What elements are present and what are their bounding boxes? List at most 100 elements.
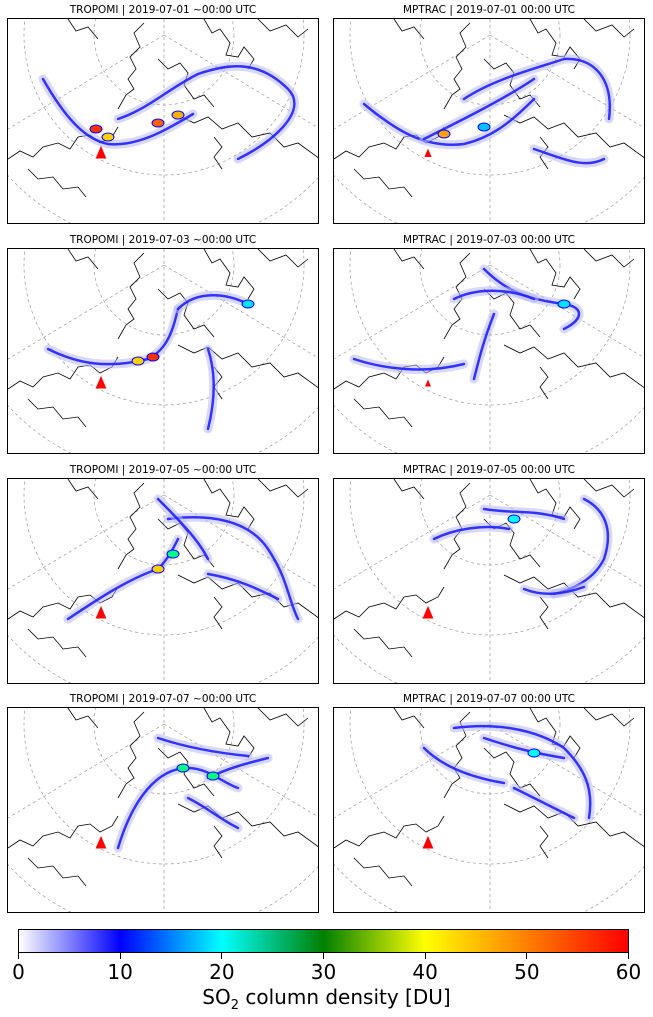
coastline — [67, 479, 99, 500]
colorbar-tick-label: 0 — [12, 960, 25, 984]
coastline — [353, 628, 413, 658]
latitude-gridline — [349, 708, 631, 865]
coastline — [177, 344, 318, 389]
volcano-marker-icon — [95, 835, 107, 849]
colorbar-tick — [526, 953, 528, 959]
so2-hotspot — [171, 110, 185, 120]
panel-title: MPTRAC | 2019-07-07 00:00 UTC — [403, 693, 575, 705]
coastline — [203, 479, 255, 530]
panel-title: MPTRAC | 2019-07-01 00:00 UTC — [403, 4, 575, 16]
panel-title: TROPOMI | 2019-07-05 ~00:00 UTC — [69, 464, 257, 476]
colorbar-tick — [628, 953, 629, 959]
coastline — [503, 574, 644, 619]
coastline — [213, 825, 223, 859]
meridian-gridline — [8, 723, 165, 819]
colorbar-tick — [424, 953, 426, 959]
colorbar-tick — [119, 953, 121, 959]
colorbar-label-prefix: SO — [202, 985, 231, 1009]
coastline — [353, 398, 413, 428]
colorbar-tick — [323, 953, 324, 959]
so2-plume — [156, 497, 210, 561]
so2-plume — [422, 746, 506, 785]
so2-plume — [41, 77, 195, 146]
coastline — [8, 586, 119, 620]
coastline — [27, 628, 87, 658]
meridian-gridline — [163, 723, 318, 818]
coastline — [539, 366, 549, 400]
colorbar-tick-label: 20 — [209, 960, 235, 984]
so2-hotspot — [176, 763, 190, 773]
meridian-gridline — [489, 34, 644, 129]
coastline — [353, 857, 413, 887]
volcano-marker-icon — [422, 835, 434, 849]
panel-title: TROPOMI | 2019-07-01 ~00:00 UTC — [69, 4, 257, 16]
so2-hotspot — [557, 299, 571, 309]
colorbar-tick-label: 60 — [615, 960, 642, 984]
so2-hotspot — [206, 771, 220, 781]
map-canvas — [8, 708, 318, 912]
coastline — [117, 252, 145, 340]
panel-title: MPTRAC | 2019-07-05 00:00 UTC — [403, 464, 575, 476]
coastline — [213, 136, 223, 170]
meridian-gridline — [8, 264, 165, 360]
coastline — [393, 708, 425, 729]
meridian-gridline — [8, 34, 165, 130]
map-panel-tropomi-2019-07-07 — [7, 707, 319, 913]
latitude-gridline — [23, 19, 305, 176]
map-canvas — [334, 249, 644, 453]
panel-title: TROPOMI | 2019-07-07 ~00:00 UTC — [69, 693, 257, 705]
colorbar-label-sub: 2 — [230, 998, 240, 1013]
coastline — [8, 815, 119, 849]
coastline — [539, 596, 549, 630]
colorbar-label-suffix: column density [DU] — [239, 985, 451, 1009]
so2-plume — [206, 347, 216, 431]
so2-plume — [186, 796, 240, 830]
colorbar-tick-label: 10 — [107, 960, 133, 984]
map-canvas — [334, 479, 644, 683]
so2-plume — [156, 736, 250, 758]
map-canvas — [8, 19, 318, 223]
coastline — [213, 596, 223, 630]
latitude-gridline — [23, 479, 305, 636]
latitude-gridline — [23, 708, 305, 865]
so2-hotspot — [151, 564, 165, 574]
coastline — [583, 479, 635, 498]
map-panel-mptrac-2019-07-05 — [333, 478, 645, 684]
so2-plume — [472, 312, 496, 381]
so2-plume — [522, 585, 586, 595]
volcano-marker-icon — [422, 605, 434, 619]
coastline — [334, 586, 445, 620]
so2-hotspot — [131, 356, 145, 366]
coastline — [583, 249, 635, 268]
so2-plume — [482, 736, 566, 760]
coastline — [529, 249, 581, 300]
map-panel-tropomi-2019-07-01 — [7, 18, 319, 224]
coastline — [203, 708, 255, 759]
so2-plume — [352, 357, 466, 371]
map-canvas — [8, 249, 318, 453]
volcano-marker-icon — [425, 379, 431, 387]
so2-hotspot — [101, 132, 115, 142]
coastline — [483, 747, 541, 797]
latitude-gridline — [23, 249, 305, 406]
latitude-gridline — [349, 19, 631, 176]
meridian-gridline — [8, 494, 165, 590]
so2-plume — [116, 65, 296, 161]
coastline — [483, 288, 541, 338]
latitude-gridline — [349, 249, 631, 406]
colorbar-tick-label: 50 — [514, 960, 540, 984]
colorbar-tick-label: 30 — [310, 960, 337, 984]
so2-plume — [176, 294, 250, 311]
so2-hotspot — [507, 514, 521, 524]
coastline — [443, 22, 471, 110]
so2-plume — [462, 57, 612, 121]
colorbar — [18, 929, 629, 953]
coastline — [257, 249, 309, 268]
map-panel-mptrac-2019-07-01 — [333, 18, 645, 224]
meridian-gridline — [334, 264, 491, 360]
colorbar-tick — [18, 953, 19, 959]
coastline — [203, 249, 255, 300]
map-canvas — [334, 708, 644, 912]
so2-plume-halo — [419, 743, 509, 788]
coastline — [393, 19, 425, 40]
